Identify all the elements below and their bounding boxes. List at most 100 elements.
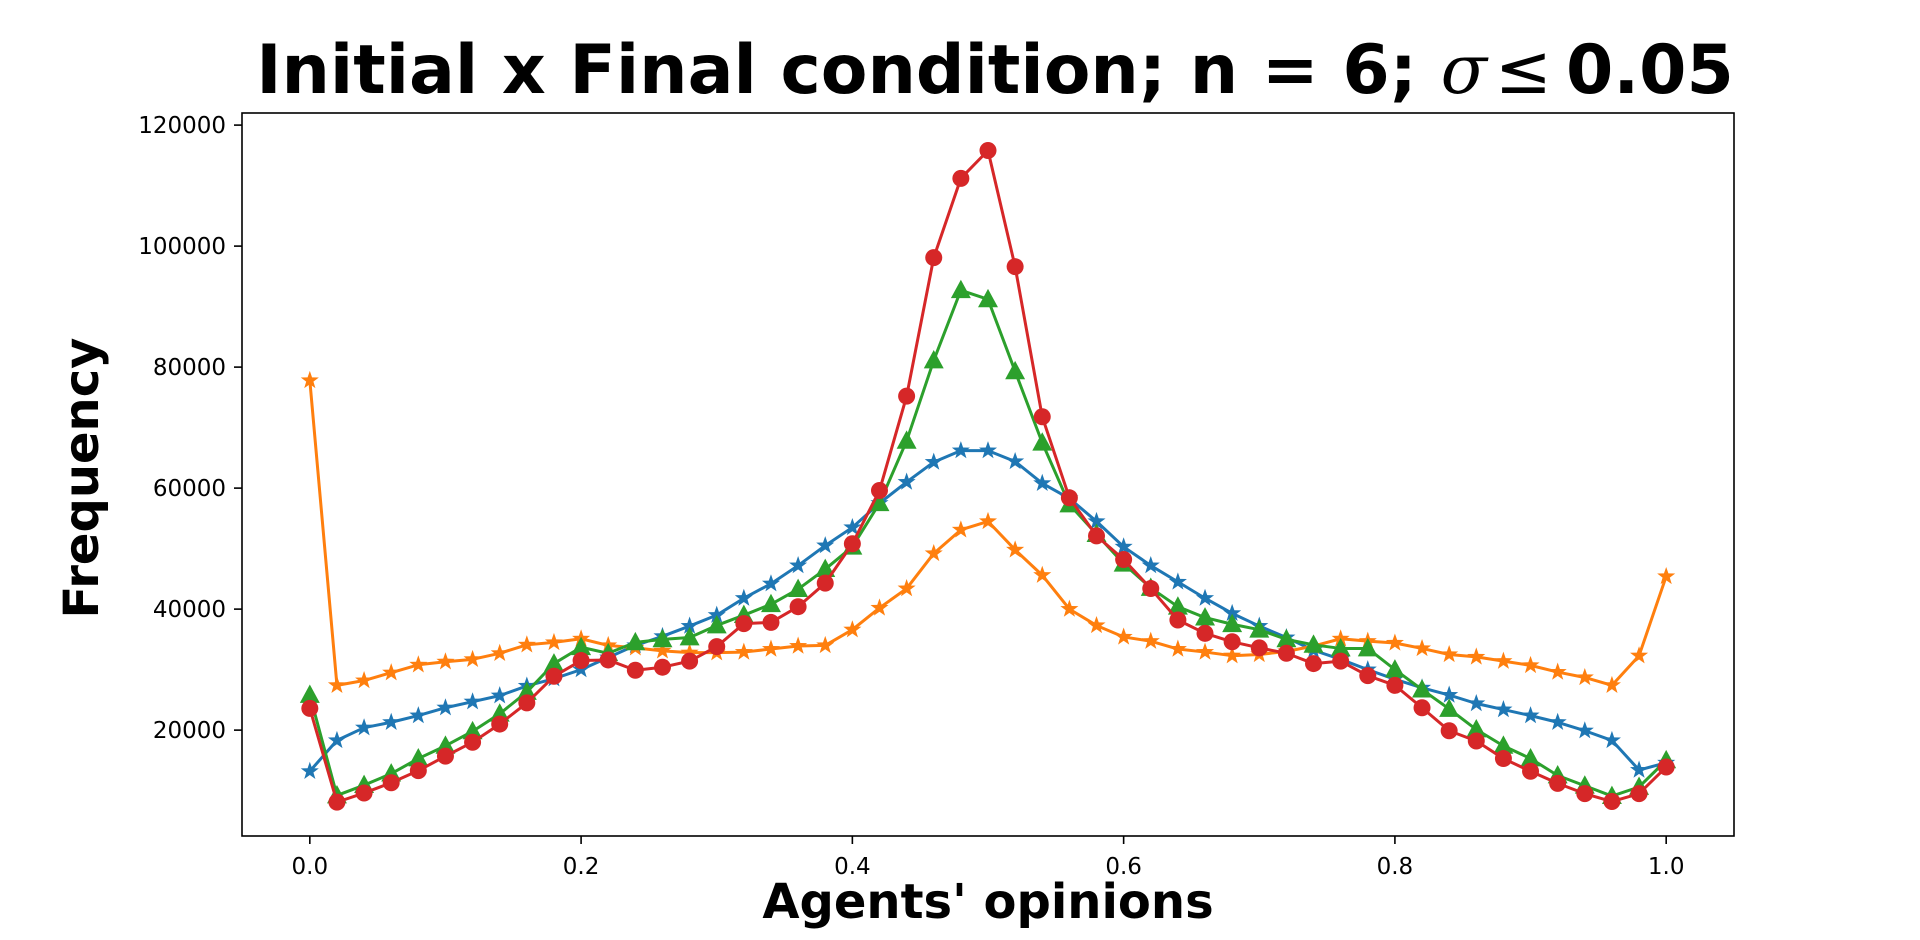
data-point-star xyxy=(1223,646,1242,664)
data-point-star xyxy=(490,643,509,661)
data-point-star xyxy=(1168,639,1187,657)
data-point-star xyxy=(355,718,374,736)
data-point-star xyxy=(1521,655,1540,674)
y-tick-label: 40000 xyxy=(153,597,226,623)
y-axis-title: Frequency xyxy=(54,338,110,619)
data-point-triangle xyxy=(788,578,809,598)
data-point-star xyxy=(463,649,482,668)
data-point-star xyxy=(327,730,346,749)
data-point-circle xyxy=(1060,489,1078,507)
data-point-triangle xyxy=(978,288,998,308)
data-point-star xyxy=(1114,537,1133,555)
data-point-circle xyxy=(952,169,970,187)
data-point-circle xyxy=(464,733,482,751)
y-tick-label: 120000 xyxy=(138,113,226,139)
y-tick-label: 100000 xyxy=(138,234,226,260)
data-point-circle xyxy=(925,249,943,267)
data-point-star xyxy=(382,663,401,681)
series-4 xyxy=(301,142,1675,811)
data-point-triangle xyxy=(1466,719,1487,738)
data-point-star xyxy=(1548,712,1567,730)
data-point-star xyxy=(870,598,889,616)
data-point-triangle xyxy=(1032,432,1053,451)
data-point-circle xyxy=(355,784,373,802)
data-point-star xyxy=(951,520,970,538)
data-point-star xyxy=(1141,631,1160,649)
data-point-star xyxy=(897,579,916,597)
data-point-star xyxy=(300,761,319,779)
data-point-triangle xyxy=(896,430,917,449)
data-point-star xyxy=(355,671,374,689)
data-point-star xyxy=(1575,721,1594,739)
data-point-star xyxy=(734,642,753,660)
data-point-triangle xyxy=(299,684,320,703)
data-point-triangle xyxy=(679,627,700,646)
data-point-circle xyxy=(1549,774,1567,792)
data-point-triangle xyxy=(652,628,673,648)
series-2 xyxy=(300,370,1676,694)
data-point-star xyxy=(978,441,998,459)
x-tick-label: 0.8 xyxy=(1377,854,1414,880)
data-point-star xyxy=(436,698,455,716)
data-point-circle xyxy=(382,774,400,792)
data-point-star xyxy=(951,441,970,459)
data-point-circle xyxy=(762,613,780,631)
x-tick-label: 1.0 xyxy=(1648,854,1685,880)
data-point-star xyxy=(761,639,781,657)
data-point-triangle xyxy=(815,558,836,578)
data-point-triangle xyxy=(1167,596,1188,615)
data-point-star xyxy=(382,712,401,730)
data-point-triangle xyxy=(408,748,429,767)
data-point-star xyxy=(1006,540,1025,558)
data-point-triangle xyxy=(462,720,483,740)
data-point-triangle xyxy=(435,735,456,754)
data-point-star xyxy=(1223,603,1242,622)
data-point-triangle xyxy=(1303,634,1324,653)
chart-title-suffix: 0.05 xyxy=(1566,31,1734,110)
data-point-star xyxy=(1440,685,1459,703)
x-tick-label: 0.2 xyxy=(563,854,600,880)
data-point-star xyxy=(1087,615,1106,634)
data-point-circle xyxy=(870,482,888,500)
data-point-triangle xyxy=(1520,748,1541,767)
ticks-layer: 0.0 0.2 0.4 0.6 0.8 1.0 20000 40000 60000 80000 10… xyxy=(138,113,1684,880)
data-point-star xyxy=(1630,646,1649,664)
data-point-star xyxy=(1467,647,1486,665)
series-layer xyxy=(299,142,1677,811)
data-point-triangle xyxy=(1276,628,1297,648)
data-point-star xyxy=(1060,599,1079,617)
data-point-star xyxy=(300,370,319,389)
data-point-star xyxy=(1114,627,1133,645)
data-point-star xyxy=(1331,629,1350,647)
x-tick-label: 0.0 xyxy=(292,854,329,880)
data-point-star xyxy=(680,643,699,661)
data-point-circle xyxy=(1277,644,1295,662)
data-point-circle xyxy=(1440,722,1458,740)
y-tick-label: 20000 xyxy=(153,718,226,744)
data-point-circle xyxy=(572,652,590,670)
data-point-star xyxy=(1195,588,1215,606)
data-point-star xyxy=(924,543,943,562)
data-point-circle xyxy=(979,142,997,160)
data-point-circle xyxy=(1603,793,1621,811)
data-point-star xyxy=(1602,730,1621,749)
data-point-star xyxy=(1087,511,1106,530)
data-point-triangle xyxy=(1439,698,1460,717)
data-point-circle xyxy=(518,694,536,712)
data-point-star xyxy=(1440,644,1459,663)
data-point-circle xyxy=(1115,551,1133,569)
data-point-circle xyxy=(1332,652,1350,670)
data-point-star xyxy=(1006,451,1025,470)
y-tick-label: 80000 xyxy=(153,355,226,381)
data-point-circle xyxy=(1494,750,1512,768)
data-point-triangle xyxy=(1357,637,1378,657)
data-point-circle xyxy=(1467,732,1485,750)
data-point-star xyxy=(789,556,808,574)
data-point-circle xyxy=(1223,633,1241,651)
data-point-star xyxy=(1168,572,1187,590)
x-tick-label: 0.4 xyxy=(834,854,871,880)
data-point-triangle xyxy=(761,593,781,613)
data-point-triangle xyxy=(1384,659,1405,678)
data-point-triangle xyxy=(950,279,971,299)
x-tick-label: 0.6 xyxy=(1105,854,1142,880)
